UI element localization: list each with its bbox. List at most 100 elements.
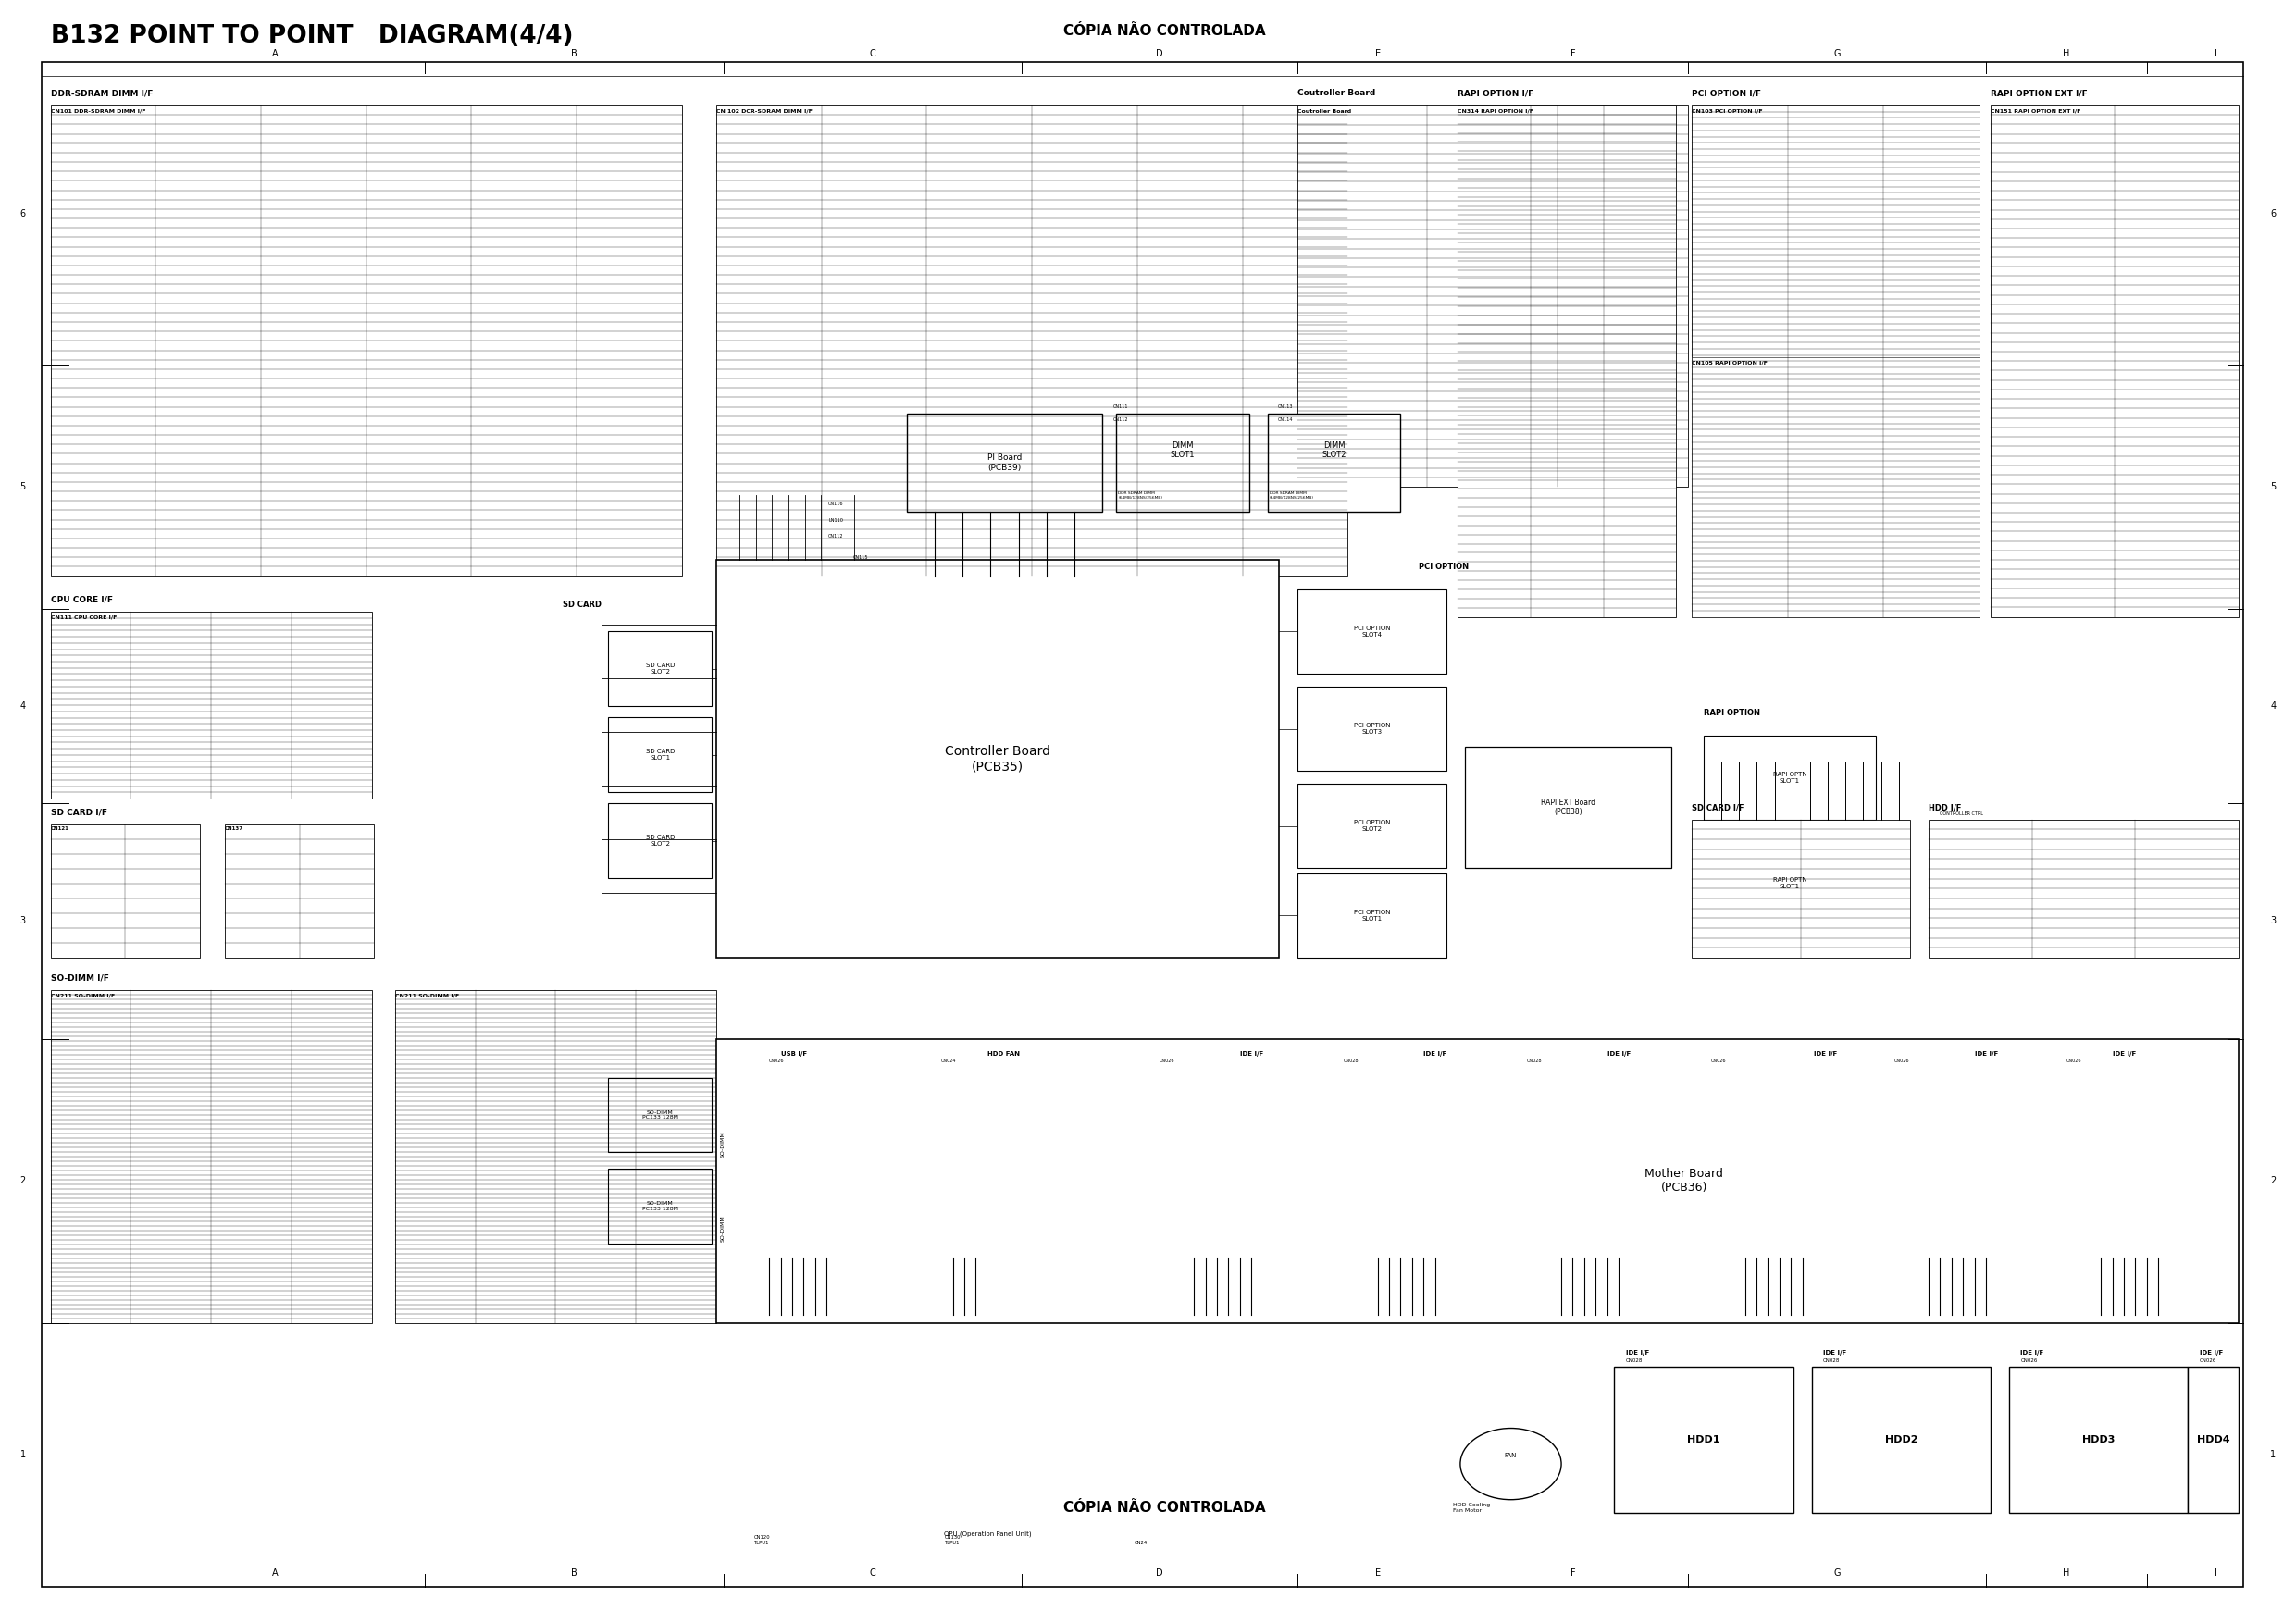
- Text: CONTROLLER CTRL: CONTROLLER CTRL: [1940, 812, 1984, 816]
- Text: IDE I/F: IDE I/F: [1607, 1052, 1630, 1057]
- Text: Coutroller Board: Coutroller Board: [1297, 89, 1375, 97]
- Bar: [1692, 820, 1910, 958]
- Text: CN024: CN024: [941, 1058, 957, 1063]
- Bar: [1692, 357, 1979, 617]
- Text: Mother Board
(PCB36): Mother Board (PCB36): [1644, 1169, 1724, 1193]
- Text: DDR SDRAM DIMM
(64MB/128NS/256MB): DDR SDRAM DIMM (64MB/128NS/256MB): [1118, 492, 1162, 500]
- Text: CN116: CN116: [829, 502, 843, 506]
- Text: CN026: CN026: [2066, 1058, 2082, 1063]
- Text: RAPI OPTION: RAPI OPTION: [1704, 709, 1761, 717]
- Text: SO-DIMM I/F: SO-DIMM I/F: [51, 974, 108, 982]
- Bar: [1267, 414, 1401, 511]
- Text: SD CARD
SLOT2: SD CARD SLOT2: [645, 662, 675, 675]
- Text: CN026: CN026: [1894, 1058, 1910, 1063]
- Text: CN101 DDR-SDRAM DIMM I/F: CN101 DDR-SDRAM DIMM I/F: [51, 109, 145, 114]
- Text: CN028: CN028: [1823, 1358, 1839, 1363]
- Text: SD CARD I/F: SD CARD I/F: [1692, 803, 1745, 812]
- Text: HDD4: HDD4: [2197, 1435, 2229, 1444]
- Bar: [225, 824, 374, 958]
- Text: OPU (Operation Panel Unit): OPU (Operation Panel Unit): [944, 1530, 1031, 1537]
- Text: G: G: [1832, 1568, 1841, 1578]
- Text: 5: 5: [2271, 482, 2275, 492]
- Text: RAPI OPTION I/F: RAPI OPTION I/F: [1458, 89, 1534, 97]
- Text: CN137: CN137: [225, 826, 243, 831]
- Text: IDE I/F: IDE I/F: [1626, 1350, 1649, 1355]
- Bar: [51, 612, 372, 799]
- Text: SO-DIMM
PC133 128M: SO-DIMM PC133 128M: [643, 1110, 677, 1120]
- Text: IDE I/F: IDE I/F: [1823, 1350, 1846, 1355]
- Bar: [1991, 105, 2239, 617]
- Text: CN028: CN028: [1626, 1358, 1642, 1363]
- Text: PCI OPTION
SLOT4: PCI OPTION SLOT4: [1355, 625, 1389, 638]
- Text: I: I: [2213, 49, 2218, 58]
- Text: C: C: [870, 1568, 875, 1578]
- Text: D: D: [1155, 1568, 1164, 1578]
- Bar: [716, 1039, 2239, 1323]
- Text: A: A: [273, 1568, 278, 1578]
- Bar: [1458, 105, 1676, 617]
- Bar: [608, 631, 712, 706]
- Bar: [51, 824, 200, 958]
- Text: PI Board
(PCB39): PI Board (PCB39): [987, 453, 1022, 472]
- Text: CN113: CN113: [1279, 404, 1293, 409]
- Text: SO-DIMM: SO-DIMM: [721, 1216, 726, 1242]
- Text: Coutroller Board: Coutroller Board: [1297, 109, 1350, 114]
- Bar: [1297, 589, 1446, 674]
- Bar: [716, 105, 1348, 576]
- Text: 6: 6: [21, 209, 25, 217]
- Text: 3: 3: [2271, 917, 2275, 925]
- Text: CPU CORE I/F: CPU CORE I/F: [51, 596, 113, 604]
- Bar: [1929, 820, 2239, 958]
- Text: 2: 2: [2271, 1177, 2275, 1185]
- Text: PCI OPTION: PCI OPTION: [1419, 563, 1469, 571]
- Text: CN112: CN112: [829, 534, 843, 539]
- Text: RAPI OPTN
SLOT1: RAPI OPTN SLOT1: [1773, 876, 1807, 889]
- Text: CN121: CN121: [51, 826, 69, 831]
- Bar: [1704, 735, 1876, 820]
- Text: HDD I/F: HDD I/F: [1929, 803, 1961, 812]
- Bar: [608, 1169, 712, 1243]
- Text: CN028: CN028: [1343, 1058, 1359, 1063]
- Text: I: I: [2213, 1568, 2218, 1578]
- Text: Controller Board
(PCB35): Controller Board (PCB35): [946, 745, 1049, 773]
- Text: CN026: CN026: [2020, 1358, 2037, 1363]
- Text: 6: 6: [2271, 209, 2275, 217]
- Text: DIMM
SLOT1: DIMM SLOT1: [1171, 441, 1194, 459]
- Text: RAPI EXT Board
(PCB38): RAPI EXT Board (PCB38): [1541, 799, 1596, 816]
- Text: PCI OPTION
SLOT1: PCI OPTION SLOT1: [1355, 909, 1389, 922]
- Bar: [716, 560, 1279, 958]
- Bar: [907, 414, 1102, 511]
- Bar: [1297, 873, 1446, 958]
- Text: CN314 RAPI OPTION I/F: CN314 RAPI OPTION I/F: [1458, 109, 1534, 114]
- Text: 2: 2: [21, 1177, 25, 1185]
- Text: DDR SDRAM DIMM
(64MB/128NS/256MB): DDR SDRAM DIMM (64MB/128NS/256MB): [1270, 492, 1313, 500]
- Text: A: A: [273, 49, 278, 58]
- Bar: [51, 990, 372, 1323]
- Text: B: B: [572, 1568, 576, 1578]
- Bar: [2188, 1367, 2239, 1513]
- Bar: [395, 990, 716, 1323]
- Text: CN026: CN026: [2200, 1358, 2216, 1363]
- Text: 4: 4: [2271, 701, 2275, 711]
- Text: CN105 RAPI OPTION I/F: CN105 RAPI OPTION I/F: [1692, 360, 1768, 365]
- Text: IDE I/F: IDE I/F: [2020, 1350, 2043, 1355]
- Text: IDE I/F: IDE I/F: [1240, 1052, 1263, 1057]
- Bar: [2009, 1367, 2188, 1513]
- Text: 3: 3: [21, 917, 25, 925]
- Bar: [1692, 105, 1979, 617]
- Text: IDE I/F: IDE I/F: [1814, 1052, 1837, 1057]
- Text: HDD3: HDD3: [2082, 1435, 2115, 1444]
- Bar: [1297, 687, 1446, 771]
- Text: G: G: [1832, 49, 1841, 58]
- Text: CN111 CPU CORE I/F: CN111 CPU CORE I/F: [51, 615, 117, 620]
- Text: CN026: CN026: [1711, 1058, 1727, 1063]
- Text: RAPI OPTION EXT I/F: RAPI OPTION EXT I/F: [1991, 89, 2087, 97]
- Text: FAN: FAN: [1504, 1453, 1518, 1459]
- Bar: [1116, 414, 1249, 511]
- Text: 4: 4: [21, 701, 25, 711]
- Bar: [51, 105, 682, 576]
- Text: CÓPIA NÃO CONTROLADA: CÓPIA NÃO CONTROLADA: [1063, 24, 1265, 39]
- Text: HDD Cooling
Fan Motor: HDD Cooling Fan Motor: [1453, 1503, 1490, 1513]
- Bar: [1812, 1367, 1991, 1513]
- Text: SO-DIMM: SO-DIMM: [721, 1131, 726, 1157]
